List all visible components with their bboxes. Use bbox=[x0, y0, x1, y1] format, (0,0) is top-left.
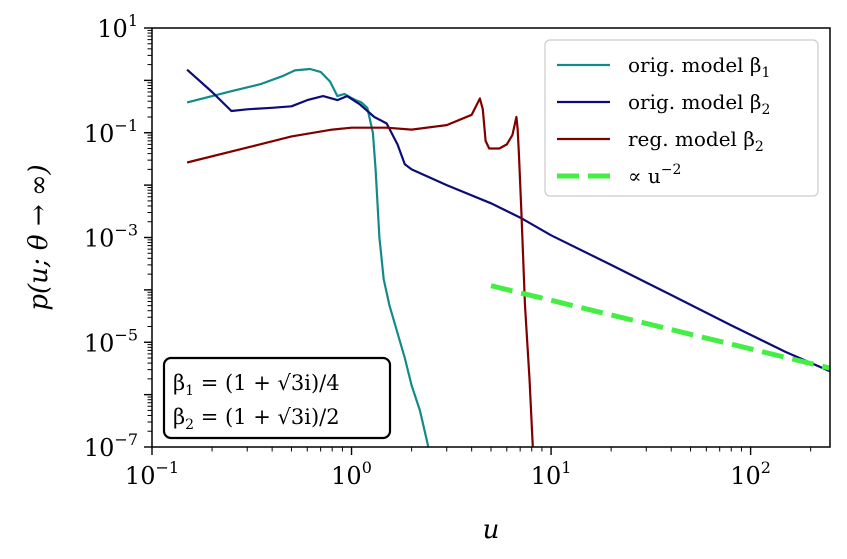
y-tick-label: 10−7 bbox=[84, 430, 138, 462]
x-tick-label: 10−1 bbox=[125, 458, 179, 490]
x-tick-base: 10 bbox=[730, 462, 761, 490]
x-tick-base: 10 bbox=[331, 462, 362, 490]
y-tick-label: 101 bbox=[97, 11, 138, 43]
annotation-line-1: β1 = (1 + √3i)/4 bbox=[173, 371, 340, 399]
annotation-subscript: 1 bbox=[185, 383, 194, 399]
y-tick-base: 10 bbox=[84, 225, 115, 253]
legend-label-2: orig. model β2 bbox=[628, 90, 770, 118]
y-tick-base: 10 bbox=[84, 120, 115, 148]
x-tick-base: 10 bbox=[531, 462, 562, 490]
legend-main-text: orig. model β bbox=[628, 53, 761, 77]
annotation-lhs: β bbox=[173, 371, 185, 395]
x-tick-label: 100 bbox=[331, 458, 372, 490]
annotation-frame bbox=[162, 356, 392, 440]
y-tick-label: 10−1 bbox=[84, 116, 138, 148]
annotation-box: β1 = (1 + √3i)/4β2 = (1 + √3i)/2 bbox=[162, 356, 392, 440]
legend-label-3: reg. model β2 bbox=[628, 127, 764, 155]
y-tick-base: 10 bbox=[84, 434, 115, 462]
legend-main-text: ∝ u bbox=[628, 164, 661, 188]
legend-subscript: 2 bbox=[761, 102, 770, 118]
series-line-4 bbox=[490, 283, 830, 371]
legend-subscript: 2 bbox=[755, 139, 764, 155]
series-layer bbox=[186, 67, 830, 447]
series-line-3 bbox=[186, 97, 534, 447]
x-tick-label: 102 bbox=[730, 458, 771, 490]
annotation-rhs: = (1 + √3i)/4 bbox=[194, 371, 340, 395]
y-tick-label: 10−3 bbox=[84, 221, 138, 253]
annotation-line-2: β2 = (1 + √3i)/2 bbox=[173, 405, 340, 433]
x-tick-exponent: 0 bbox=[362, 458, 372, 477]
annotation-rhs: = (1 + √3i)/2 bbox=[194, 405, 340, 429]
x-tick-exponent: 1 bbox=[561, 458, 571, 477]
x-tick-exponent: −1 bbox=[155, 458, 179, 477]
y-tick-exponent: −5 bbox=[114, 325, 138, 344]
series-line-2 bbox=[186, 68, 830, 373]
y-axis-label: p(u; θ → ∞) bbox=[24, 164, 54, 310]
y-tick-exponent: −3 bbox=[114, 221, 138, 240]
legend-main-text: reg. model β bbox=[628, 127, 755, 151]
x-tick-exponent: 2 bbox=[761, 458, 771, 477]
legend-label-4: ∝ u−2 bbox=[628, 162, 681, 188]
x-axis-label: u bbox=[483, 515, 500, 545]
series-line-1 bbox=[186, 67, 430, 447]
legend-subscript: 1 bbox=[761, 65, 770, 81]
legend-label-1: orig. model β1 bbox=[628, 53, 770, 81]
y-tick-label: 10−5 bbox=[84, 325, 138, 357]
y-tick-exponent: −1 bbox=[114, 116, 138, 135]
x-tick-label: 101 bbox=[531, 458, 572, 490]
legend-frame bbox=[544, 39, 819, 197]
x-tick-base: 10 bbox=[125, 462, 156, 490]
y-tick-exponent: 1 bbox=[128, 11, 138, 30]
y-tick-exponent: −7 bbox=[114, 430, 138, 449]
y-tick-base: 10 bbox=[97, 15, 128, 43]
axis-labels: u p(u; θ → ∞) bbox=[24, 164, 499, 545]
annotation-lhs: β bbox=[173, 405, 185, 429]
annotation-subscript: 2 bbox=[185, 417, 194, 433]
legend-superscript: −2 bbox=[661, 162, 682, 178]
legend-main-text: orig. model β bbox=[628, 90, 761, 114]
y-tick-base: 10 bbox=[84, 329, 115, 357]
